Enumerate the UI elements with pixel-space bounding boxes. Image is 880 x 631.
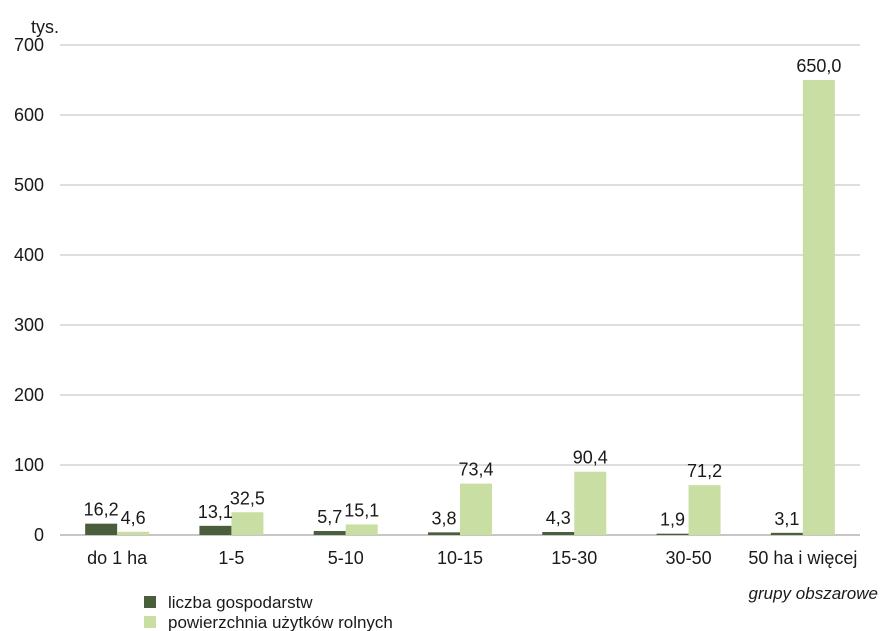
- bar-powierzchnia: [460, 483, 492, 535]
- y-axis-ticks: 0 100 200 300 400 500 600 700: [14, 35, 44, 545]
- x-category-label: 10-15: [437, 548, 483, 568]
- bar-liczba-gospodarstw: [85, 523, 118, 535]
- bar-powierzchnia: [117, 531, 150, 535]
- legend: liczba gospodarstw powierzchnia użytków …: [144, 593, 393, 631]
- data-label: 650,0: [796, 56, 841, 76]
- x-category-label: do 1 ha: [87, 548, 148, 568]
- data-label: 5,7: [317, 507, 342, 527]
- data-label: 73,4: [458, 460, 493, 480]
- bar-liczba-gospodarstw: [542, 531, 575, 535]
- bar-powierzchnia: [231, 512, 264, 535]
- data-label: 3,8: [431, 508, 456, 528]
- bar-powierzchnia: [574, 471, 607, 535]
- legend-swatch-powierzchnia: [144, 616, 156, 628]
- y-tick-label: 500: [14, 175, 44, 195]
- bar-liczba-gospodarstw: [199, 525, 232, 535]
- y-tick-label: 0: [34, 525, 44, 545]
- gridlines: [60, 44, 860, 536]
- bar-liczba-gospodarstw: [770, 532, 803, 535]
- x-category-label: 50 ha i więcej: [748, 548, 857, 568]
- x-axis-title: grupy obszarowe: [749, 584, 878, 603]
- x-category-label: 5-10: [328, 548, 364, 568]
- data-label: 32,5: [230, 488, 265, 508]
- x-axis-categories: do 1 ha 1-5 5-10 10-15 15-30 30-50 50 ha i wię…: [87, 548, 857, 568]
- y-tick-label: 100: [14, 455, 44, 475]
- data-label: 13,1: [198, 502, 233, 522]
- bar-liczba-gospodarstw: [656, 533, 689, 535]
- legend-label-powierzchnia: powierzchnia użytków rolnych: [168, 613, 393, 631]
- data-label: 15,1: [344, 500, 379, 520]
- x-category-label: 30-50: [666, 548, 712, 568]
- bar-liczba-gospodarstw: [313, 531, 346, 535]
- y-tick-label: 700: [14, 35, 44, 55]
- bar-powierzchnia: [688, 485, 721, 535]
- data-label: 4,3: [546, 508, 571, 528]
- y-tick-label: 400: [14, 245, 44, 265]
- y-tick-label: 200: [14, 385, 44, 405]
- x-category-label: 15-30: [551, 548, 597, 568]
- data-label: 1,9: [660, 510, 685, 530]
- bars: [85, 80, 835, 535]
- data-label: 16,2: [84, 500, 119, 520]
- data-label: 4,6: [121, 508, 146, 528]
- y-tick-label: 600: [14, 105, 44, 125]
- legend-swatch-liczba-gospodarstw: [144, 596, 156, 608]
- data-label: 90,4: [573, 448, 608, 468]
- bar-liczba-gospodarstw: [428, 532, 460, 535]
- y-axis-unit-label: tys.: [31, 17, 59, 37]
- legend-label-liczba-gospodarstw: liczba gospodarstw: [168, 593, 313, 612]
- data-label: 3,1: [774, 509, 799, 529]
- bar-powierzchnia: [345, 524, 378, 535]
- x-category-label: 1-5: [218, 548, 244, 568]
- data-labels: 16,2 4,6 13,132,5 5,7 15,1 3,8 73,4 4,3 90,4 1,9 7…: [84, 56, 842, 530]
- y-tick-label: 300: [14, 315, 44, 335]
- bar-powierzchnia: [802, 80, 835, 535]
- data-label: 71,2: [687, 461, 722, 481]
